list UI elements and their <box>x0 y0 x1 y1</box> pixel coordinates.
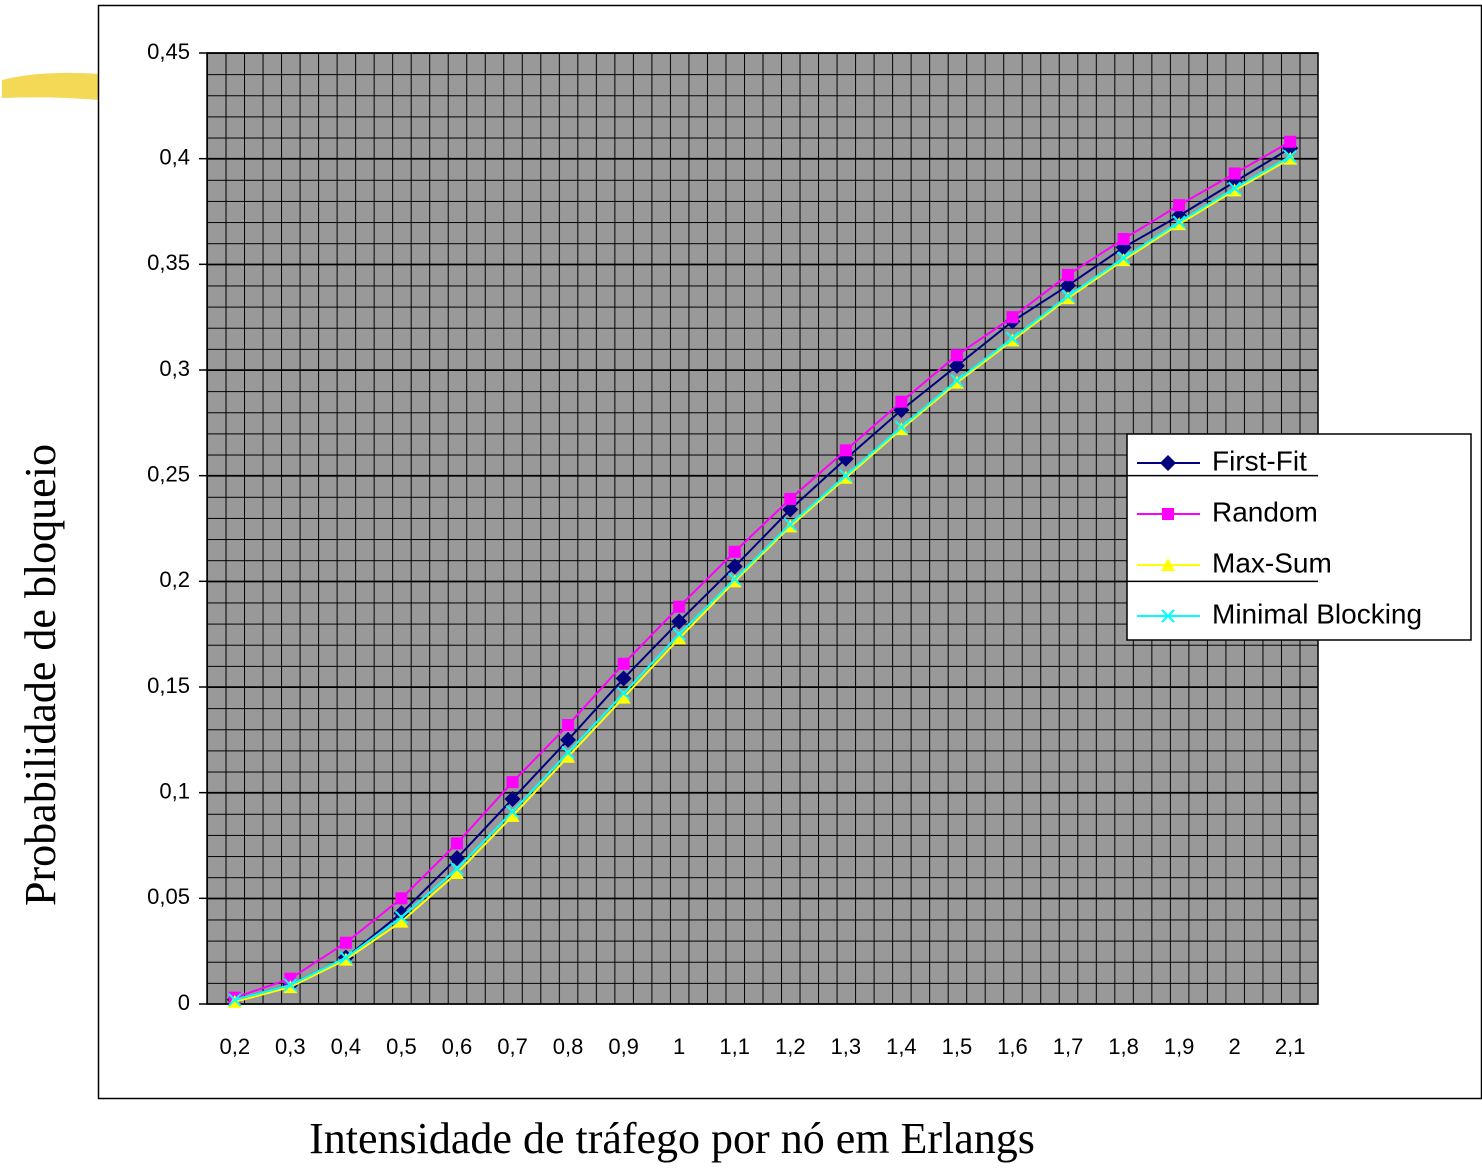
y-tick-label: 0,05 <box>147 884 190 909</box>
x-tick-label: 2,1 <box>1275 1034 1306 1059</box>
marker <box>1062 269 1074 281</box>
y-tick-label: 0,35 <box>147 250 190 275</box>
x-tick-label: 1 <box>673 1034 685 1059</box>
x-tick-label: 1,3 <box>831 1034 862 1059</box>
decoration <box>2 73 100 100</box>
marker <box>395 892 407 904</box>
marker <box>618 658 630 670</box>
marker <box>673 601 685 613</box>
y-tick-label: 0 <box>178 990 190 1015</box>
y-tick-label: 0,3 <box>159 356 190 381</box>
marker <box>1118 233 1130 245</box>
legend-label: Max-Sum <box>1212 547 1332 578</box>
marker <box>507 776 519 788</box>
x-tick-label: 0,2 <box>219 1034 250 1059</box>
y-tick-label: 0,2 <box>159 567 190 592</box>
y-tick-label: 0,15 <box>147 673 190 698</box>
marker <box>784 493 796 505</box>
y-tick-label: 0,4 <box>159 144 190 169</box>
marker <box>1006 311 1018 323</box>
marker <box>951 349 963 361</box>
x-tick-label: 0,6 <box>442 1034 473 1059</box>
x-tick-label: 0,3 <box>275 1034 306 1059</box>
x-tick-label: 1,1 <box>719 1034 750 1059</box>
x-tick-label: 1,8 <box>1108 1034 1139 1059</box>
chart: Intensidade de tráfego por nó em Erlangs… <box>0 0 1482 1171</box>
x-tick-label: 0,5 <box>386 1034 417 1059</box>
marker <box>840 444 852 456</box>
x-tick-label: 1,4 <box>886 1034 917 1059</box>
x-tick-label: 0,7 <box>497 1034 528 1059</box>
x-tick-label: 1,5 <box>942 1034 973 1059</box>
marker <box>895 396 907 408</box>
legend-label: First-Fit <box>1212 445 1307 476</box>
x-tick-label: 1,9 <box>1164 1034 1195 1059</box>
marker <box>1229 167 1241 179</box>
x-tick-label: 1,2 <box>775 1034 806 1059</box>
legend-marker <box>1162 508 1174 520</box>
legend-label: Random <box>1212 496 1318 527</box>
legend-label: Minimal Blocking <box>1212 598 1422 629</box>
marker <box>451 837 463 849</box>
x-tick-label: 1,6 <box>997 1034 1028 1059</box>
y-tick-label: 0,1 <box>159 778 190 803</box>
x-tick-label: 2 <box>1229 1034 1241 1059</box>
marker <box>562 719 574 731</box>
y-tick-label: 0,25 <box>147 461 190 486</box>
y-tick-label: 0,45 <box>147 39 190 64</box>
x-tick-label: 0,9 <box>608 1034 639 1059</box>
marker <box>729 546 741 558</box>
marker <box>1284 136 1296 148</box>
x-axis-title: Intensidade de tráfego por nó em Erlangs <box>309 1114 1035 1163</box>
y-axis-title: Probabilidade de bloqueio <box>16 444 65 906</box>
x-tick-label: 0,4 <box>331 1034 362 1059</box>
marker <box>1173 199 1185 211</box>
marker <box>340 937 352 949</box>
x-tick-label: 0,8 <box>553 1034 584 1059</box>
x-tick-label: 1,7 <box>1053 1034 1084 1059</box>
